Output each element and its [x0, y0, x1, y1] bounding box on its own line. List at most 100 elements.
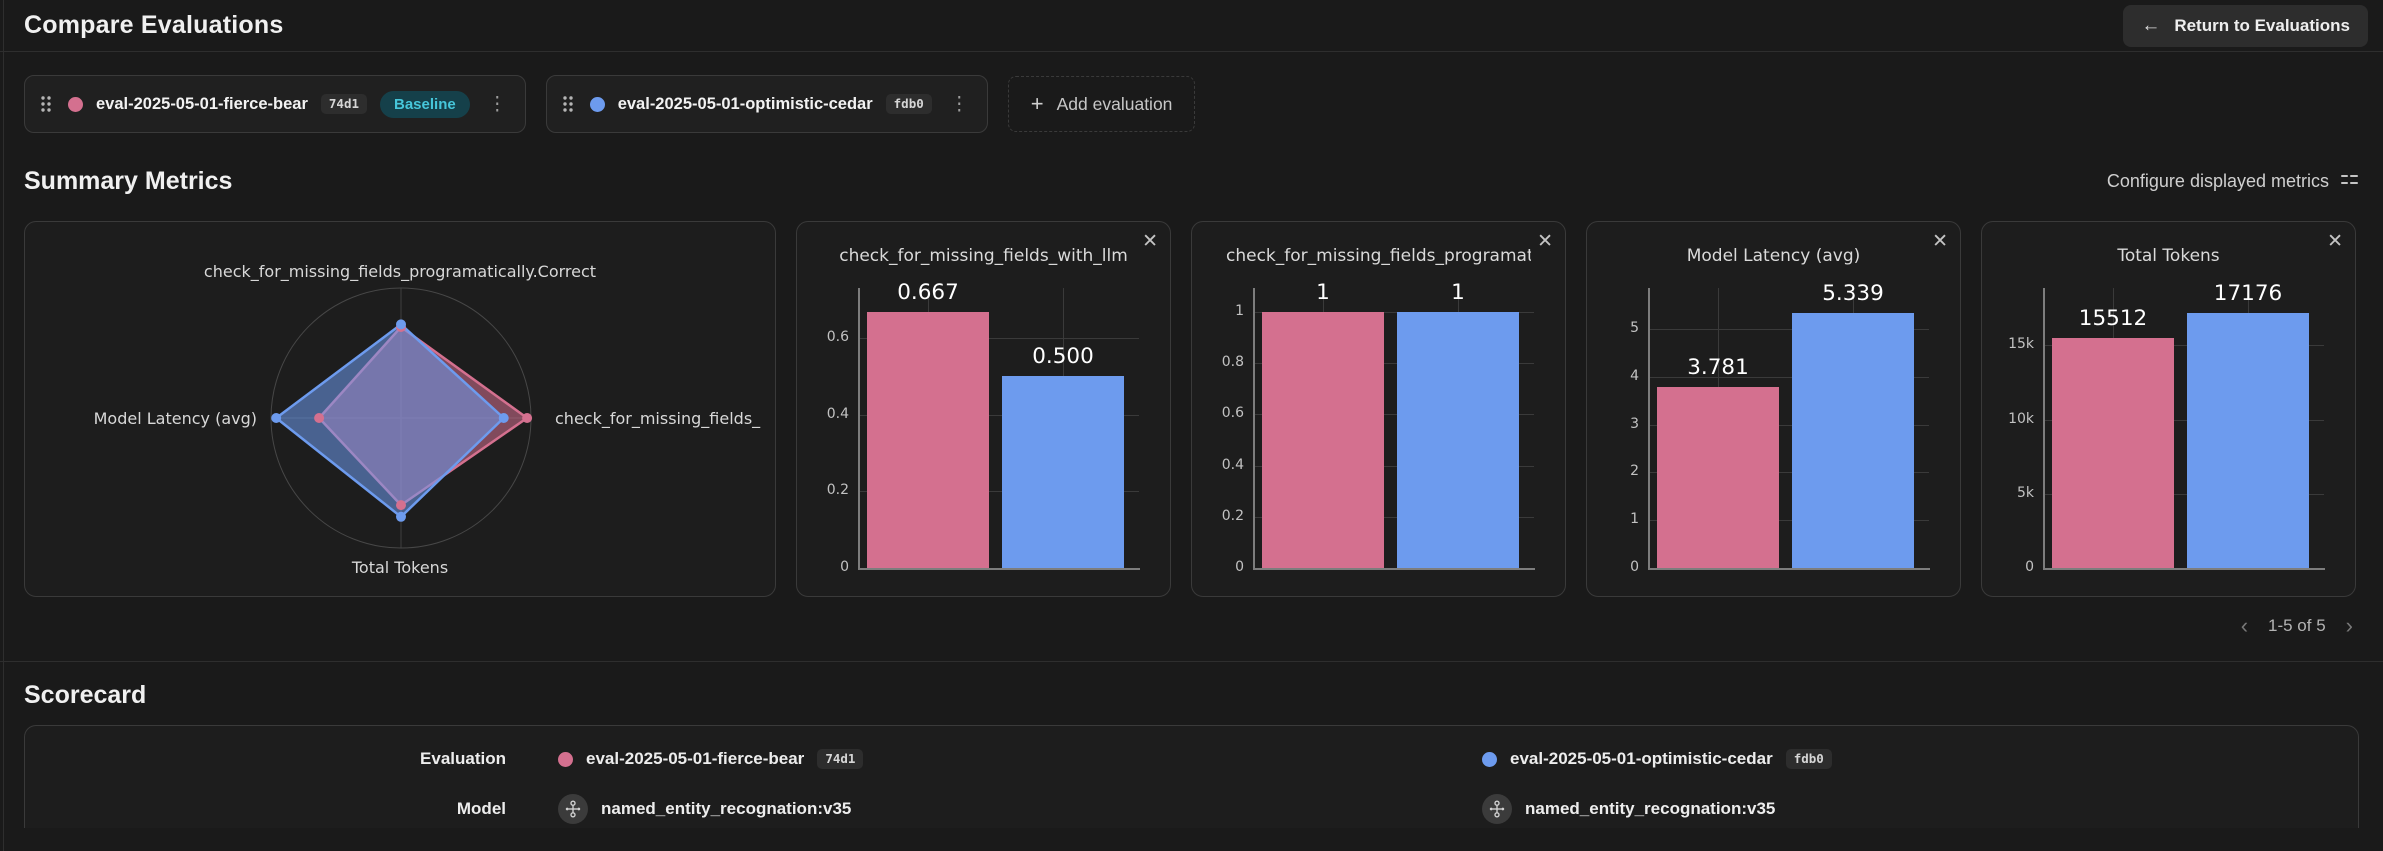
baseline-badge: Baseline — [380, 90, 470, 118]
return-to-evaluations-button[interactable]: ← Return to Evaluations — [2123, 4, 2368, 47]
radar-axis-label-left: Model Latency (avg) — [93, 409, 257, 428]
bar-value-label: 17176 — [2213, 281, 2283, 306]
y-tick-label: 0.4 — [826, 405, 849, 422]
scorecard-table: Evaluation eval-2025-05-01-fierce-bear 7… — [24, 725, 2359, 828]
evaluation-chip-compare[interactable]: eval-2025-05-01-optimistic-cedar fdb0 ⋮ — [545, 75, 988, 133]
model-name: named_entity_recognation:v35 — [1525, 799, 1776, 818]
close-icon[interactable]: ✕ — [1932, 230, 1948, 252]
evaluation-name: eval-2025-05-01-optimistic-cedar — [617, 94, 873, 113]
summary-metrics-cards: check_for_missing_fields_programatically… — [24, 221, 2359, 597]
evaluation-id-badge: fdb0 — [885, 93, 932, 115]
plus-icon: + — [1030, 91, 1044, 116]
configure-displayed-metrics-button[interactable]: Configure displayed metrics — [2107, 171, 2359, 192]
scorecard-evaluation-cell: eval-2025-05-01-fierce-bear 74d1 — [506, 748, 1430, 770]
bar-baseline — [2052, 337, 2174, 568]
y-tick-label: 0.8 — [1221, 354, 1244, 371]
evaluation-color-dot — [589, 96, 605, 112]
scorecard-model-cell: named_entity_recognation:v35 — [506, 794, 1430, 824]
evaluation-chip-baseline[interactable]: eval-2025-05-01-fierce-bear 74d1 Baselin… — [24, 75, 526, 133]
table-row: Model named_entity_recognation:v35 — [25, 784, 2358, 828]
metric-card-title: check_for_missing_fields_with_llm — [839, 246, 1128, 266]
y-tick-label: 5 — [1630, 320, 1639, 337]
scorecard-row-label: Evaluation — [420, 749, 506, 768]
evaluation-name: eval-2025-05-01-fierce-bear — [586, 749, 805, 768]
metric-card-title: Total Tokens — [2117, 246, 2220, 266]
metric-card-check-for-missing-fields-with-llm: ✕ check_for_missing_fields_with_llm 0 0.2… — [796, 221, 1171, 597]
bar-baseline — [1657, 387, 1779, 568]
section-divider — [0, 661, 2383, 662]
bar-compare — [2187, 313, 2309, 568]
model-name: named_entity_recognation:v35 — [601, 799, 852, 818]
y-tick-label: 0.4 — [1221, 456, 1244, 473]
bar-value-label: 5.339 — [1822, 280, 1884, 306]
evaluation-color-dot — [558, 751, 573, 767]
configure-metrics-label: Configure displayed metrics — [2106, 170, 2329, 191]
radar-axis-label-bottom: Total Tokens — [351, 558, 449, 577]
bar-compare — [1792, 312, 1914, 568]
next-page-icon[interactable]: › — [2345, 613, 2353, 638]
y-tick-label: 10k — [2008, 410, 2034, 427]
y-tick-label: 15k — [2008, 336, 2034, 353]
evaluation-chips-row: eval-2025-05-01-fierce-bear 74d1 Baselin… — [24, 75, 2359, 133]
y-tick-label: 3 — [1630, 415, 1639, 432]
summary-metrics-header: Summary Metrics Configure displayed metr… — [24, 161, 2359, 201]
y-tick-label: 0.6 — [1221, 405, 1244, 422]
model-icon — [1482, 794, 1512, 824]
scorecard-title: Scorecard — [24, 680, 147, 709]
bar-compare — [1397, 312, 1519, 568]
summary-metrics-title: Summary Metrics — [24, 166, 233, 195]
close-icon[interactable]: ✕ — [1537, 230, 1553, 252]
y-tick-label: 0.2 — [826, 482, 849, 499]
metric-card-total-tokens: ✕ Total Tokens 0 5k 10k 15k 15512 17176 — [1981, 221, 2356, 597]
radar-chart-card: check_for_missing_fields_programatically… — [24, 221, 776, 597]
y-tick-label: 5k — [2016, 484, 2034, 501]
radar-axis-label-right: check_for_missing_fields_ — [555, 409, 761, 428]
evaluation-color-dot — [68, 96, 83, 112]
y-tick-label: 1 — [1235, 303, 1244, 320]
scorecard-row-label: Model — [456, 799, 506, 818]
evaluation-menu-icon[interactable]: ⋮ — [945, 93, 974, 116]
evaluation-id-badge: fdb0 — [1785, 748, 1832, 770]
previous-page-icon[interactable]: ‹ — [2240, 613, 2249, 638]
y-tick-label: 0 — [1235, 559, 1244, 575]
bar-value-label: 15512 — [2078, 305, 2148, 331]
table-row: Evaluation eval-2025-05-01-fierce-bear 7… — [25, 734, 2358, 784]
y-tick-label: 1 — [1630, 511, 1639, 528]
scorecard-evaluation-cell: eval-2025-05-01-optimistic-cedar fdb0 — [1430, 748, 2358, 770]
add-evaluation-button[interactable]: + Add evaluation — [1007, 76, 1196, 132]
bar-value-label: 1 — [1316, 280, 1330, 306]
bar-baseline — [1262, 312, 1384, 568]
close-icon[interactable]: ✕ — [2327, 230, 2343, 252]
evaluation-name: eval-2025-05-01-optimistic-cedar — [1510, 749, 1773, 768]
bar-chart: 0 0.2 0.4 0.6 0.8 1 1 1 — [1192, 222, 1565, 596]
bar-value-label: 0.500 — [1032, 344, 1094, 370]
bar-baseline — [867, 312, 989, 568]
drag-handle-icon[interactable] — [559, 92, 577, 116]
return-button-label: Return to Evaluations — [2174, 15, 2350, 35]
back-arrow-icon: ← — [2141, 14, 2161, 36]
drag-handle-icon[interactable] — [37, 92, 55, 116]
metrics-pagination: ‹ 1-5 of 5 › — [30, 615, 2353, 637]
scorecard-header: Scorecard — [24, 675, 2359, 715]
y-tick-label: 2 — [1630, 463, 1639, 480]
page-header: Compare Evaluations ← Return to Evaluati… — [0, 0, 2383, 52]
scorecard-model-cell: named_entity_recognation:v35 — [1430, 794, 2358, 824]
y-tick-label: 0 — [1630, 559, 1639, 575]
close-icon[interactable]: ✕ — [1142, 230, 1158, 252]
metric-card-title: Model Latency (avg) — [1686, 246, 1861, 266]
model-icon — [558, 794, 588, 824]
metric-card-title: check_for_missing_fields_programatically… — [1226, 246, 1531, 266]
radar-chart — [270, 287, 533, 549]
evaluation-id-badge: 74d1 — [320, 93, 367, 115]
evaluation-color-dot — [1482, 751, 1497, 767]
evaluation-menu-icon[interactable]: ⋮ — [483, 93, 512, 116]
bar-value-label: 1 — [1451, 280, 1465, 306]
y-tick-label: 0.2 — [1221, 507, 1244, 524]
bar-chart: 0 5k 10k 15k 15512 17176 — [1982, 222, 2355, 596]
page-title: Compare Evaluations — [24, 11, 284, 39]
y-tick-label: 4 — [1630, 367, 1639, 384]
bar-compare — [1002, 376, 1124, 568]
configure-list-icon — [2340, 171, 2359, 192]
add-evaluation-label: Add evaluation — [1056, 93, 1173, 114]
